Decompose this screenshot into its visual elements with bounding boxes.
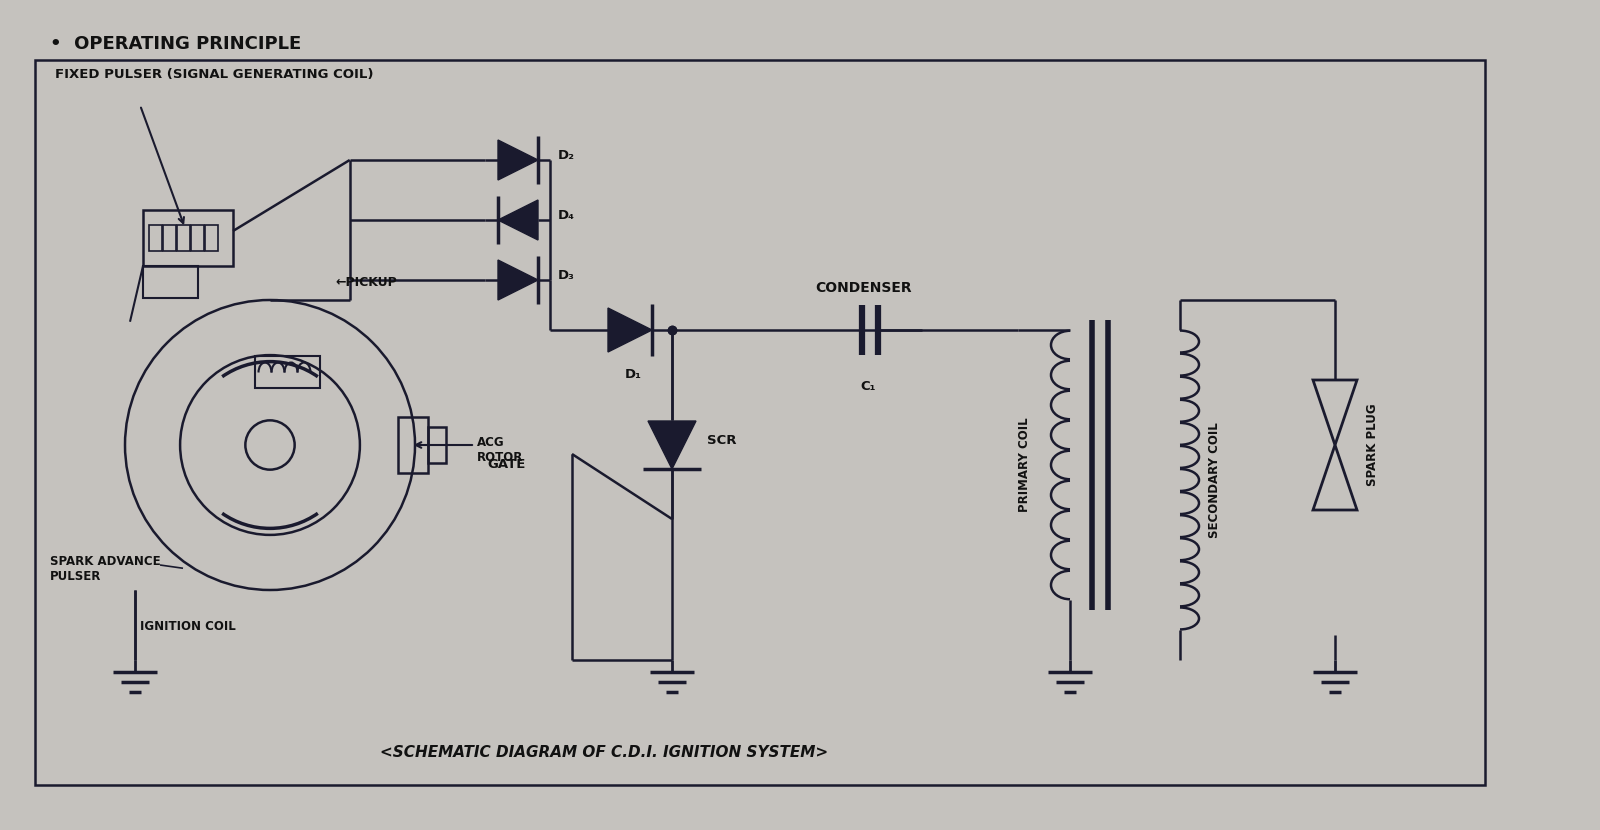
Bar — [35, 60, 1485, 785]
Text: D₂: D₂ — [558, 149, 574, 162]
Bar — [190, 225, 205, 251]
Text: SPARK ADVANCE
PULSER: SPARK ADVANCE PULSER — [50, 555, 160, 583]
Polygon shape — [498, 140, 538, 180]
Bar — [427, 427, 445, 463]
Text: <SCHEMATIC DIAGRAM OF C.D.I. IGNITION SYSTEM>: <SCHEMATIC DIAGRAM OF C.D.I. IGNITION SY… — [381, 745, 829, 759]
Text: D₁: D₁ — [626, 368, 642, 381]
Bar — [398, 417, 427, 473]
Text: FIXED PULSER (SIGNAL GENERATING COIL): FIXED PULSER (SIGNAL GENERATING COIL) — [54, 68, 373, 81]
Bar — [142, 210, 234, 266]
Text: SECONDARY COIL: SECONDARY COIL — [1208, 422, 1221, 538]
Bar — [142, 266, 198, 298]
Text: SPARK PLUG: SPARK PLUG — [1366, 403, 1379, 486]
Text: PRIMARY COIL: PRIMARY COIL — [1019, 417, 1032, 512]
Text: GATE: GATE — [486, 457, 525, 471]
Polygon shape — [498, 200, 538, 240]
Text: SCR: SCR — [707, 433, 736, 447]
Text: D₄: D₄ — [558, 208, 574, 222]
Text: IGNITION COIL: IGNITION COIL — [141, 620, 235, 633]
Bar — [254, 355, 320, 388]
Polygon shape — [498, 260, 538, 300]
Polygon shape — [608, 308, 653, 352]
Text: D₃: D₃ — [558, 268, 574, 281]
Text: ←PICKUP: ←PICKUP — [334, 276, 397, 289]
Text: CONDENSER: CONDENSER — [814, 281, 912, 295]
Polygon shape — [648, 421, 696, 469]
Bar — [178, 225, 190, 251]
Bar — [205, 225, 218, 251]
Text: •  OPERATING PRINCIPLE: • OPERATING PRINCIPLE — [50, 35, 301, 53]
Text: C₁: C₁ — [861, 380, 875, 393]
Bar — [163, 225, 176, 251]
Text: ACG
ROTOR: ACG ROTOR — [477, 436, 523, 464]
Bar — [149, 225, 162, 251]
